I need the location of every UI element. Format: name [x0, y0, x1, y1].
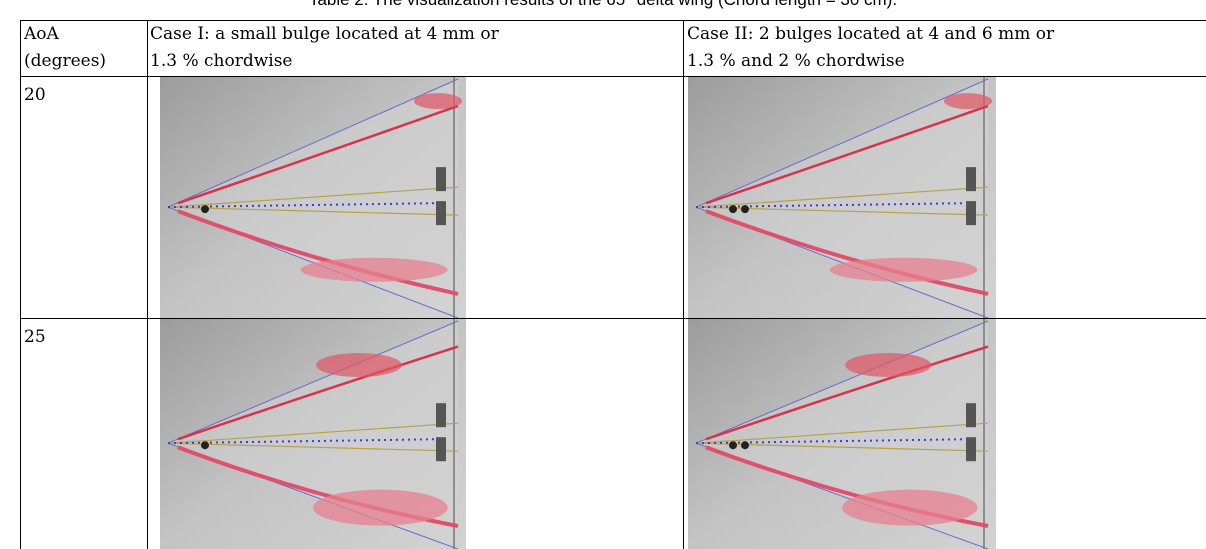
photo-detail	[966, 437, 976, 461]
row-label: 25	[24, 324, 46, 351]
row-label: 20	[24, 82, 46, 109]
header-text: 1.3 % and 2 % chordwise	[687, 48, 1054, 75]
photo-detail	[436, 167, 446, 191]
header-cell: AoA(degrees)	[24, 21, 106, 75]
rule	[683, 20, 684, 549]
flow-photo	[688, 77, 996, 318]
photo-detail	[966, 403, 976, 427]
photo-detail	[944, 93, 992, 109]
header-text: (degrees)	[24, 48, 106, 75]
header-cell: Case II: 2 bulges located at 4 and 6 mm …	[687, 21, 1054, 75]
header-text: 1.3 % chordwise	[150, 48, 499, 75]
photo-detail	[436, 437, 446, 461]
rule	[147, 20, 148, 549]
photo-detail	[729, 441, 737, 449]
flow-photo	[160, 77, 466, 318]
photo-detail	[845, 353, 931, 377]
header-text: Case II: 2 bulges located at 4 and 6 mm …	[687, 21, 1054, 48]
photo-detail	[830, 258, 978, 282]
photo-detail	[436, 201, 446, 225]
photo-detail	[313, 490, 448, 526]
photo-detail	[301, 258, 448, 282]
page: {"caption": "Table 2: The visualization …	[0, 0, 1206, 549]
photo-detail	[414, 93, 462, 109]
photo-detail	[316, 353, 402, 377]
photo-detail	[741, 441, 749, 449]
rule	[20, 20, 21, 549]
photo-detail	[966, 201, 976, 225]
photo-detail	[741, 205, 749, 213]
table: AoA(degrees) Case I: a small bulge locate…	[0, 0, 1206, 549]
photo-detail	[201, 205, 209, 213]
photo-detail	[842, 490, 978, 526]
photo-detail	[729, 205, 737, 213]
flow-photo	[160, 319, 466, 549]
photo-detail	[436, 403, 446, 427]
header-text: Case I: a small bulge located at 4 mm or	[150, 21, 499, 48]
header-text: AoA	[24, 21, 106, 48]
photo-detail	[966, 167, 976, 191]
photo-detail	[201, 441, 209, 449]
header-cell: Case I: a small bulge located at 4 mm or…	[150, 21, 499, 75]
flow-photo	[688, 319, 996, 549]
